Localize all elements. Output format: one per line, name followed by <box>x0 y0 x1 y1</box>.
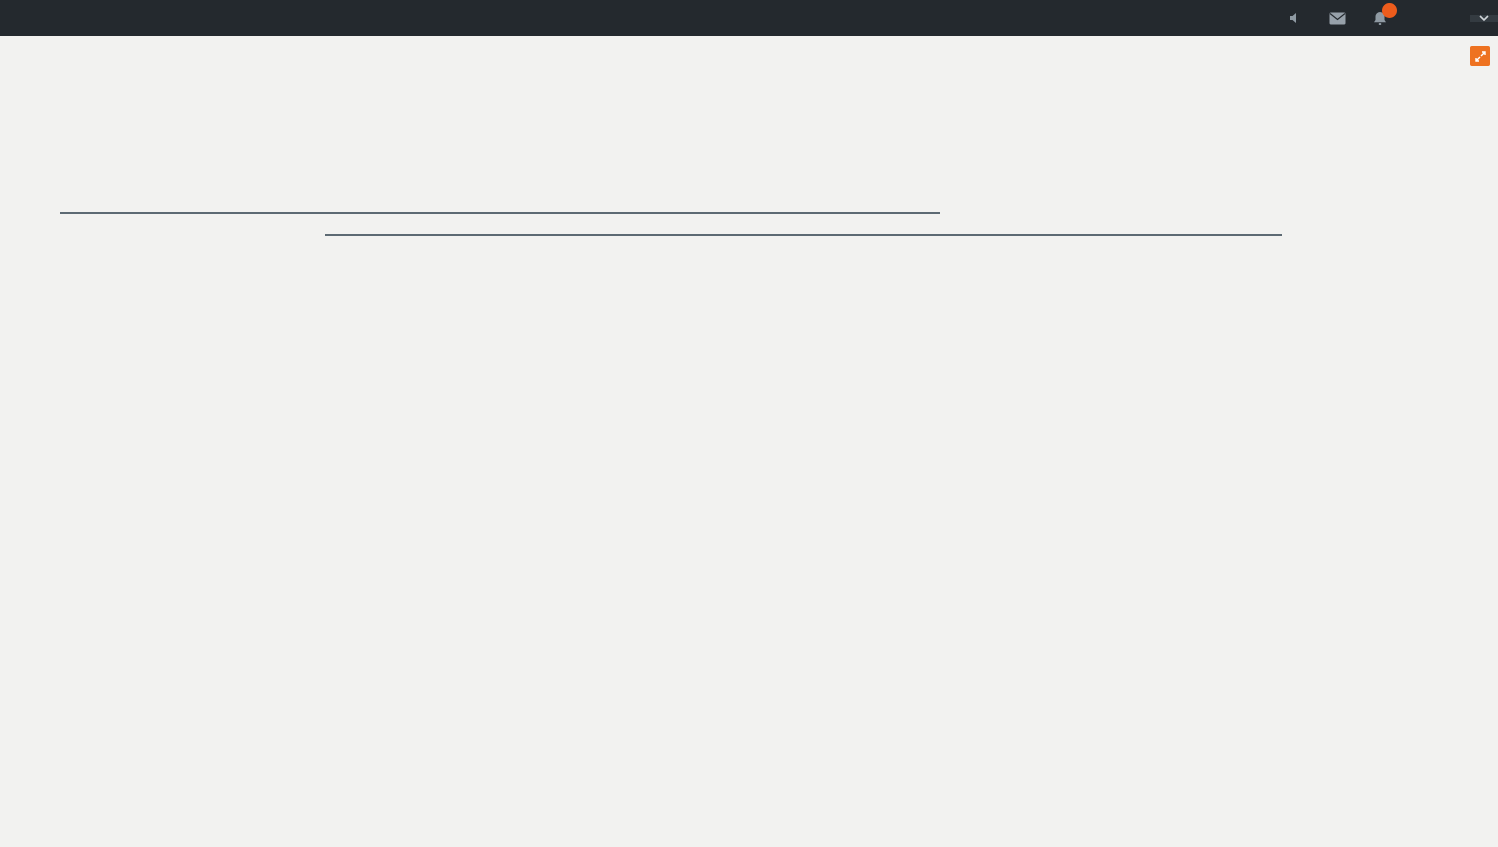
sound-icon[interactable] <box>1289 12 1303 24</box>
lan-bus-line <box>60 212 940 214</box>
sedmax-logo <box>0 0 32 36</box>
user-menu-chevron[interactable] <box>1470 14 1498 22</box>
navbar-right <box>1289 0 1498 36</box>
alarm-count-badge <box>1382 2 1397 18</box>
alarms-bell-icon[interactable] <box>1372 2 1397 26</box>
top-navbar <box>0 0 1498 36</box>
messages-icon[interactable] <box>1329 12 1346 25</box>
fullscreen-button[interactable] <box>1470 46 1490 66</box>
phone-bus-line <box>325 234 1282 236</box>
mnemoscheme-canvas <box>0 36 1498 847</box>
